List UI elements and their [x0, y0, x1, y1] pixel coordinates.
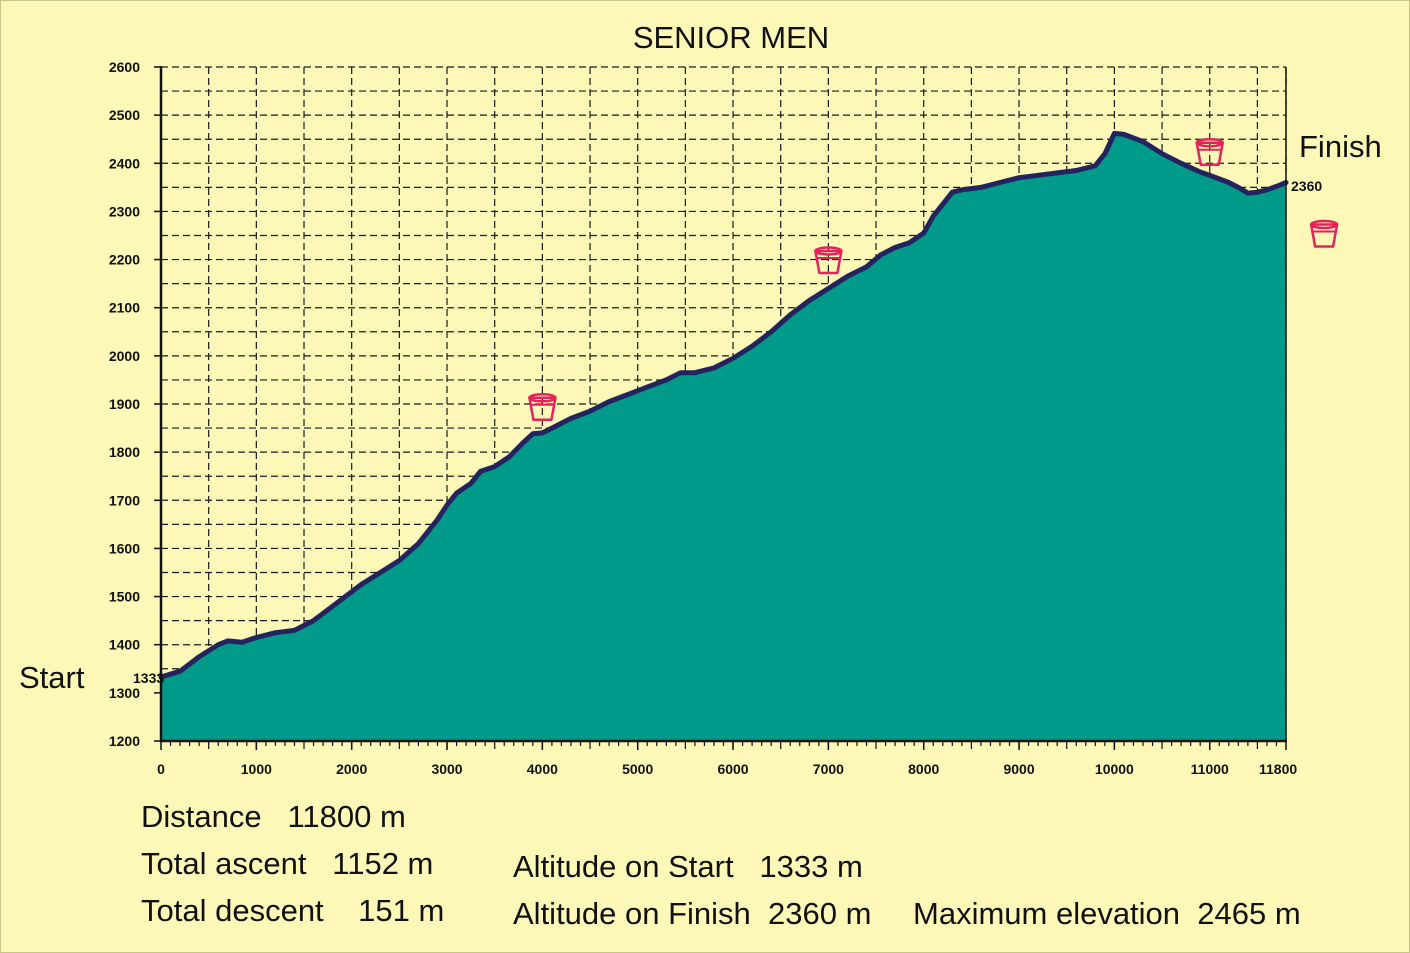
cup-rim [1195, 137, 1224, 148]
start-value-label: 1333 [133, 670, 164, 686]
cup-body [1309, 223, 1339, 248]
x-tick-label: 10000 [1095, 761, 1134, 777]
cup-body [814, 249, 843, 275]
cup-rim [1309, 219, 1339, 230]
x-tick-label: 4000 [527, 761, 558, 777]
elevation-area [158, 130, 1289, 741]
cup-icon [1309, 219, 1339, 248]
y-tick-label: 2200 [109, 252, 140, 268]
y-tick-label: 2600 [109, 59, 140, 75]
y-tick-label: 2500 [109, 107, 140, 123]
cup-body [1195, 141, 1224, 166]
y-tick-label: 2400 [109, 155, 140, 171]
x-tick-label: 6000 [717, 761, 748, 777]
y-tick-label: 1200 [109, 733, 140, 749]
x-tick-label: 7000 [813, 761, 844, 777]
cup-icon [528, 393, 557, 422]
stat-distance: Distance 11800 m [141, 799, 406, 834]
y-tick-label: 1300 [109, 685, 140, 701]
finish-label: Finish [1299, 129, 1382, 164]
chart-title: SENIOR MEN [633, 20, 829, 55]
cup-rim [814, 246, 843, 256]
cup-icon [814, 246, 843, 275]
x-tick-label: 0 [157, 761, 165, 777]
y-tick-label: 2300 [109, 203, 140, 219]
elevation-area-fill [161, 133, 1286, 741]
stat-max-elevation: Maximum elevation 2465 m [913, 896, 1301, 931]
stat-altitude-finish: Altitude on Finish 2360 m [513, 896, 872, 931]
cup-icon [1195, 137, 1224, 166]
elevation-series-line [158, 130, 1289, 680]
y-tick-label: 1800 [109, 444, 140, 460]
start-label: Start [19, 660, 85, 695]
cup-body [528, 396, 557, 422]
finish-value-label: 2360 [1291, 178, 1322, 194]
y-tick-label: 1400 [109, 637, 140, 653]
x-tick-label: 8000 [908, 761, 939, 777]
x-tick-label: 11800 [1259, 761, 1297, 777]
x-tick-label: 5000 [622, 761, 653, 777]
y-tick-label: 2100 [109, 300, 140, 316]
y-tick-label: 1700 [109, 492, 140, 508]
cup-rim [528, 393, 557, 403]
x-tick-label: 9000 [1003, 761, 1034, 777]
x-tick-label: 11000 [1191, 761, 1229, 777]
refreshment-points [528, 137, 1339, 422]
y-tick-label: 1900 [109, 396, 140, 412]
y-tick-label: 1500 [109, 589, 140, 605]
y-tick-label: 2000 [109, 348, 140, 364]
stat-altitude-start: Altitude on Start 1333 m [513, 849, 863, 884]
y-tick-label: 1600 [109, 540, 140, 556]
x-tick-label: 2000 [336, 761, 367, 777]
stat-total-descent: Total descent 151 m [141, 893, 445, 928]
axes: 1200 1300 1400 1500 1600 1700 1800 1900 2000 2100… [109, 59, 1298, 777]
stat-total-ascent: Total ascent 1152 m [141, 846, 434, 881]
x-tick-label: 3000 [431, 761, 462, 777]
x-tick-label: 1000 [241, 761, 272, 777]
